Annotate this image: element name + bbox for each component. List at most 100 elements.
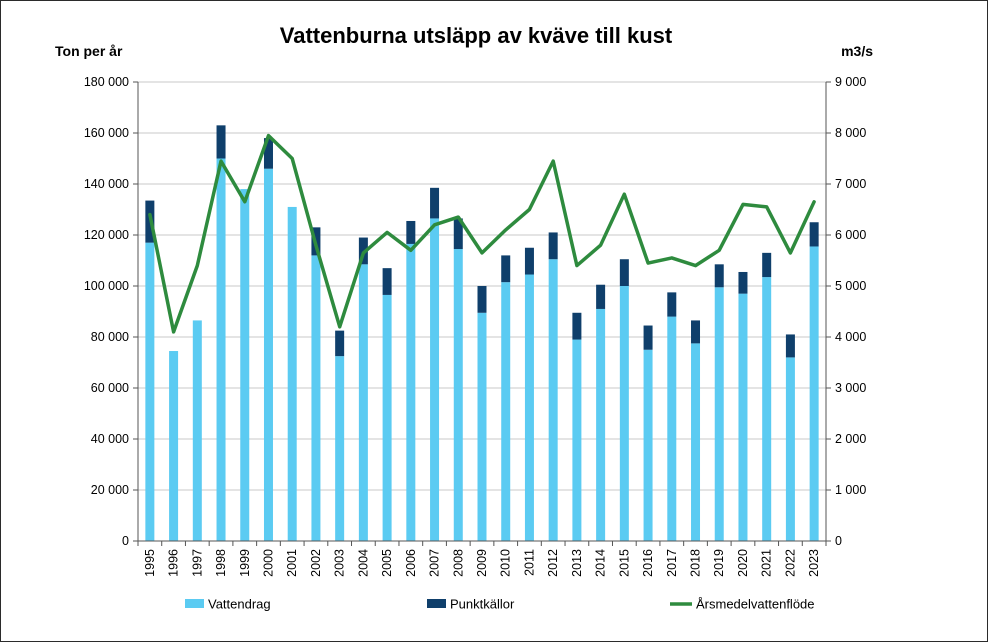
x-axis-tick-label: 1997	[190, 549, 204, 577]
bar-punktkallor	[524, 247, 534, 275]
x-axis-tick-label: 1995	[143, 549, 157, 577]
right-axis-tick-label: 4 000	[835, 330, 866, 344]
left-axis-tick-label: 160 000	[84, 126, 129, 140]
flow-line	[148, 133, 816, 334]
bars	[145, 125, 819, 542]
legend-swatch-vattendrag	[185, 599, 204, 608]
x-axis-tick-label: 2005	[380, 549, 394, 577]
x-axis-tick-label: 1998	[214, 549, 228, 577]
x-axis-tick-label: 1996	[167, 549, 181, 577]
bar-vattendrag	[240, 189, 250, 541]
bar-vattendrag	[453, 249, 463, 541]
bar-punktkallor	[548, 232, 558, 260]
right-axis-tick-label: 8 000	[835, 126, 866, 140]
left-axis-tick-label: 120 000	[84, 228, 129, 242]
bar-vattendrag	[667, 316, 677, 541]
right-axis-tick-label: 9 000	[835, 75, 866, 89]
bar-vattendrag	[311, 255, 321, 541]
line-arsmedelvattenflode	[148, 133, 816, 334]
x-axis-tick-label: 2007	[428, 549, 442, 577]
x-axis-tick-label: 2003	[333, 549, 347, 577]
bar-punktkallor	[809, 222, 819, 247]
right-axis-tick-label: 7 000	[835, 177, 866, 191]
bar-vattendrag	[619, 286, 629, 541]
x-axis-tick-label: 1999	[238, 549, 252, 577]
x-axis-tick-label: 2011	[522, 549, 536, 576]
left-axis-tick-label: 40 000	[91, 432, 129, 446]
x-axis-tick-label: 2021	[760, 549, 774, 577]
left-axis-tick-label: 100 000	[84, 279, 129, 293]
x-axis-tick-label: 2019	[712, 549, 726, 577]
left-axis-tick-label: 20 000	[91, 483, 129, 497]
bar-vattendrag	[548, 259, 558, 541]
bar-vattendrag	[596, 308, 606, 541]
bar-vattendrag	[762, 277, 772, 541]
bar-vattendrag	[430, 218, 440, 542]
bar-vattendrag	[145, 242, 155, 541]
bar-punktkallor	[453, 218, 463, 250]
left-axis-tick-label: 140 000	[84, 177, 129, 191]
bar-vattendrag	[192, 320, 202, 541]
bar-punktkallor	[406, 220, 416, 244]
bar-vattendrag	[335, 356, 345, 541]
right-axis-tick-label: 2 000	[835, 432, 866, 446]
bar-vattendrag	[738, 293, 748, 541]
x-axis-tick-label: 2008	[451, 549, 465, 577]
left-axis-unit: Ton per år	[55, 43, 123, 59]
bar-punktkallor	[785, 334, 795, 358]
bar-vattendrag	[785, 357, 795, 541]
x-axis-tick-label: 2012	[546, 549, 560, 577]
left-axis-tick-label: 80 000	[91, 330, 129, 344]
right-axis-tick-label: 3 000	[835, 381, 866, 395]
bar-vattendrag	[287, 206, 297, 541]
bar-punktkallor	[714, 264, 724, 288]
bar-vattendrag	[216, 158, 226, 541]
bar-vattendrag	[809, 246, 819, 541]
right-axis-tick-label: 5 000	[835, 279, 866, 293]
x-axis-tick-label: 2020	[736, 549, 750, 577]
bar-punktkallor	[762, 252, 772, 278]
bar-punktkallor	[216, 125, 226, 159]
x-axis-tick-label: 2000	[261, 549, 275, 577]
x-axis-tick-label: 2013	[570, 549, 584, 577]
chart-title: Vattenburna utsläpp av kväve till kust	[280, 23, 673, 48]
bar-punktkallor	[382, 268, 392, 295]
bar-vattendrag	[572, 339, 582, 541]
axes: 0 0 20 000 1 000 40 000 2 000 60 000 3 000 80 00…	[84, 75, 867, 577]
x-axis-tick-label: 2010	[499, 549, 513, 577]
bar-punktkallor	[667, 292, 677, 317]
bar-punktkallor	[501, 255, 511, 283]
bar-vattendrag	[477, 312, 487, 541]
left-axis-tick-label: 0	[122, 534, 129, 548]
x-axis-tick-label: 2022	[783, 549, 797, 577]
bar-punktkallor	[619, 259, 629, 286]
x-axis-tick-label: 2009	[475, 549, 489, 577]
bar-vattendrag	[501, 282, 511, 541]
bar-punktkallor	[430, 187, 440, 219]
right-axis-tick-label: 6 000	[835, 228, 866, 242]
bar-punktkallor	[643, 325, 653, 350]
x-axis-tick-label: 2016	[641, 549, 655, 577]
gridlines	[138, 81, 826, 491]
right-axis-tick-label: 1 000	[835, 483, 866, 497]
x-axis-tick-label: 2015	[617, 549, 631, 577]
bar-punktkallor	[335, 330, 345, 357]
legend: Vattendrag Punktkällor Årsmedelvattenflöde	[185, 597, 815, 612]
bar-vattendrag	[406, 243, 416, 542]
bar-vattendrag	[263, 168, 273, 541]
bar-vattendrag	[714, 287, 724, 541]
x-axis-tick-label: 2001	[285, 549, 299, 577]
bar-punktkallor	[596, 284, 606, 309]
x-axis-tick-label: 2002	[309, 549, 323, 577]
bar-vattendrag	[691, 343, 701, 541]
legend-label-vattendrag: Vattendrag	[208, 597, 271, 612]
legend-label-arsmedelvattenflode: Årsmedelvattenflöde	[696, 597, 815, 612]
bar-vattendrag	[643, 349, 653, 541]
x-axis-tick-label: 2014	[594, 549, 608, 577]
legend-label-punktkallor: Punktkällor	[450, 597, 515, 612]
right-axis-tick-label: 0	[835, 534, 842, 548]
bar-vattendrag	[524, 274, 534, 541]
bar-punktkallor	[738, 271, 748, 294]
